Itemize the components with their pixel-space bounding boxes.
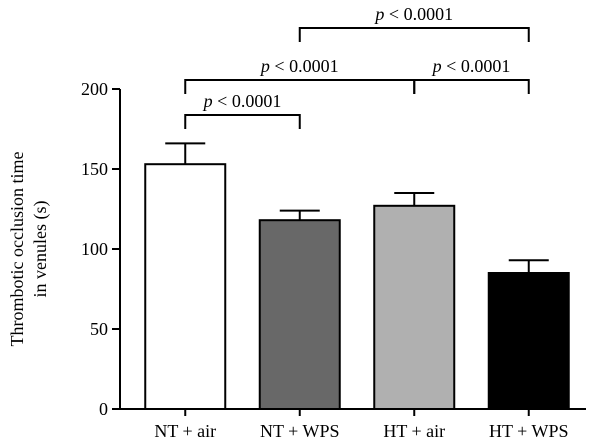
significance-bracket: p < 0.0001	[184, 56, 416, 94]
error-bars	[165, 142, 549, 273]
y-axis: 0 50 100 150 200	[81, 79, 121, 419]
bracket-line	[413, 79, 530, 94]
p-value-label: p < 0.0001	[431, 56, 511, 76]
significance-brackets: p < 0.0001 p < 0.0001 p < 0.0001 p < 0.0001	[184, 4, 530, 129]
bracket-line	[298, 27, 530, 42]
bar	[144, 163, 227, 410]
y-tick-label: 150	[81, 159, 108, 179]
significance-bracket: p < 0.0001	[184, 91, 301, 129]
y-tick-label: 200	[81, 79, 108, 99]
bar	[258, 219, 341, 410]
y-tick-label: 0	[99, 399, 108, 419]
bars	[144, 163, 570, 410]
bar	[487, 272, 570, 410]
significance-bracket: p < 0.0001	[413, 56, 530, 94]
y-tick-label: 100	[81, 239, 108, 259]
x-tick-label: HT + air	[383, 421, 445, 441]
y-axis-label-line-1: Thrombotic occlusion time	[7, 152, 27, 347]
x-tick-label: NT + WPS	[260, 421, 340, 441]
y-axis-label-line-2: in venules (s)	[30, 201, 51, 298]
significance-bracket: p < 0.0001	[298, 4, 530, 42]
p-value-label: p < 0.0001	[202, 91, 282, 111]
p-value-label: p < 0.0001	[373, 4, 453, 24]
bar	[373, 204, 456, 410]
x-axis: NT + air NT + WPS HT + air HT + WPS	[119, 408, 586, 441]
p-value-label: p < 0.0001	[259, 56, 339, 76]
y-axis-label: Thrombotic occlusion time in venules (s)	[7, 152, 51, 347]
bracket-line	[184, 114, 301, 129]
x-tick-label: HT + WPS	[489, 421, 569, 441]
y-tick-label: 50	[90, 319, 108, 339]
x-tick-label: NT + air	[154, 421, 216, 441]
